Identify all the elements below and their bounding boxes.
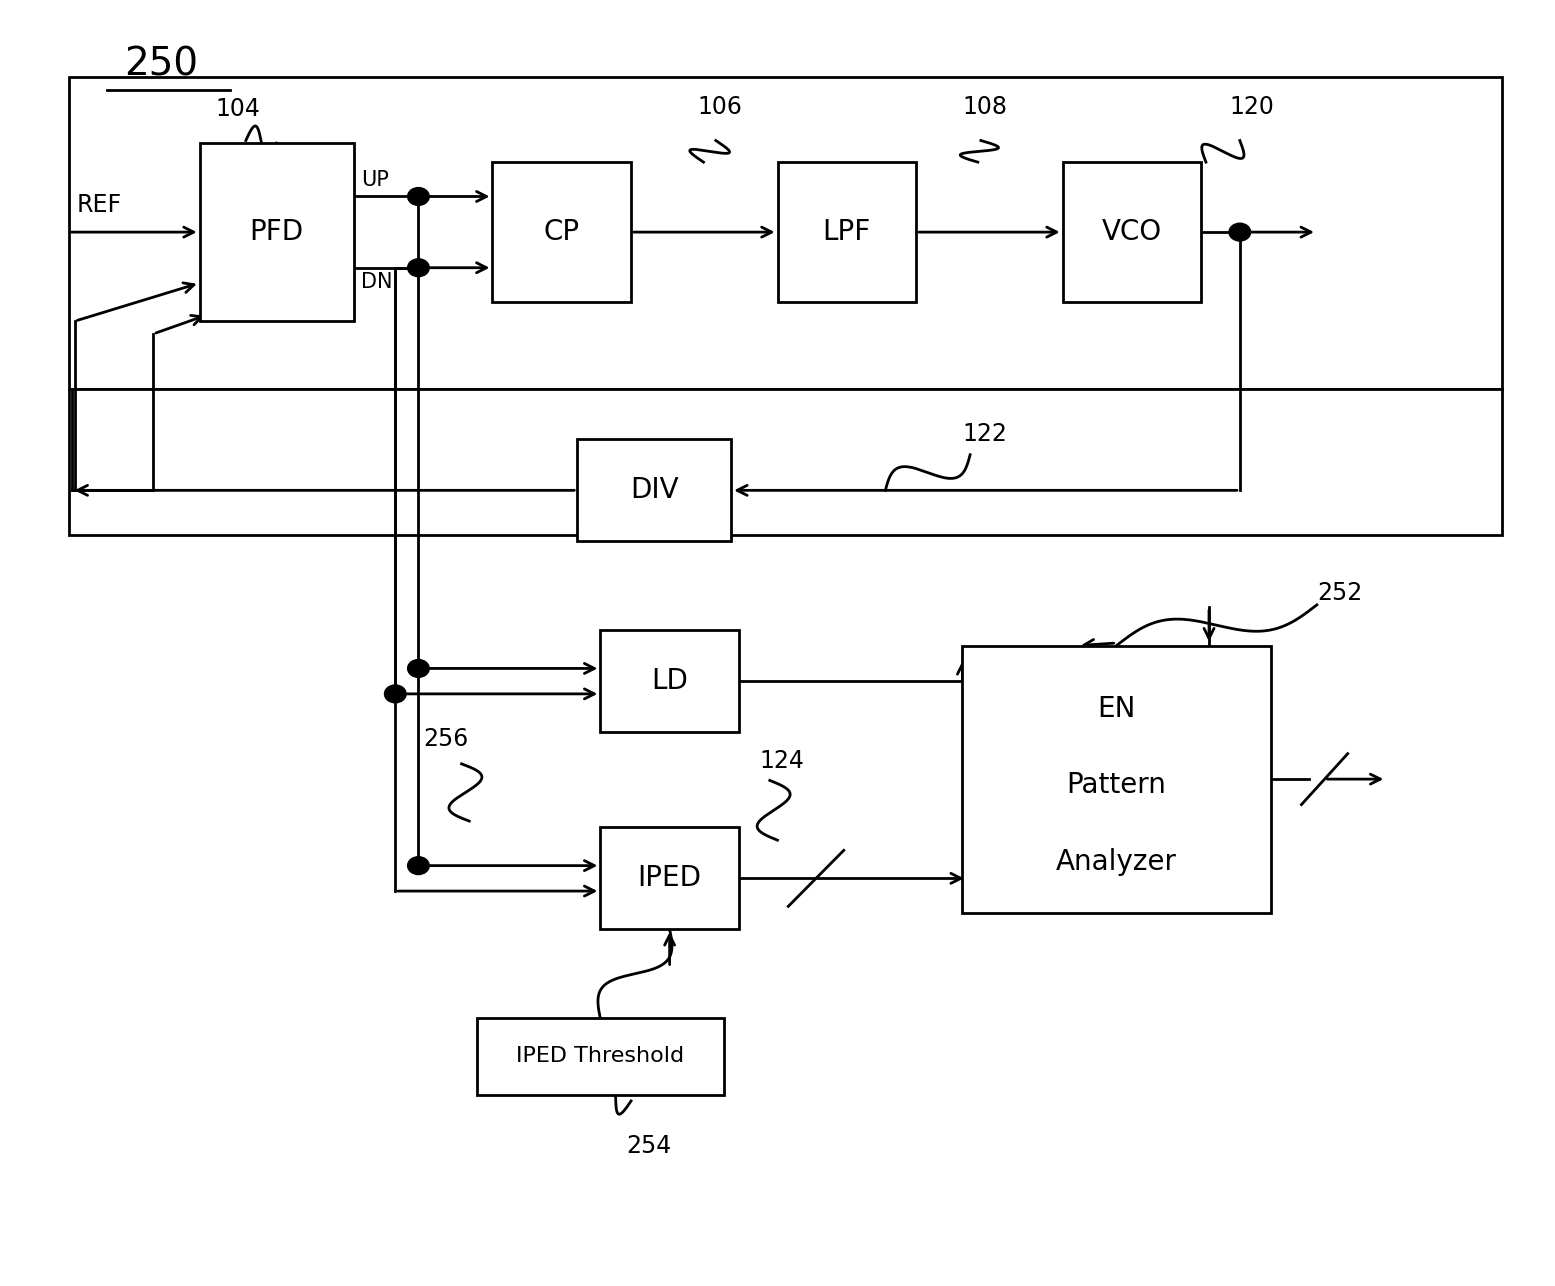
- Text: CP: CP: [544, 219, 580, 246]
- Bar: [493, 162, 631, 302]
- Circle shape: [407, 258, 429, 276]
- Circle shape: [407, 856, 429, 874]
- Text: 256: 256: [423, 727, 468, 751]
- Text: VCO: VCO: [1102, 219, 1162, 246]
- Text: 124: 124: [759, 748, 804, 773]
- Bar: [600, 827, 739, 930]
- Text: 252: 252: [1317, 581, 1362, 604]
- Text: 120: 120: [1228, 95, 1274, 118]
- Text: 254: 254: [627, 1134, 672, 1159]
- Bar: [68, 77, 1502, 388]
- Text: LD: LD: [652, 667, 687, 696]
- Text: DN: DN: [361, 271, 393, 292]
- Text: 108: 108: [963, 95, 1008, 118]
- Bar: [477, 1019, 723, 1094]
- Bar: [577, 440, 731, 541]
- Bar: [199, 143, 353, 322]
- Text: 106: 106: [697, 95, 742, 118]
- Bar: [778, 162, 916, 302]
- Text: Pattern: Pattern: [1067, 772, 1166, 800]
- Text: LPF: LPF: [823, 219, 871, 246]
- Text: IPED Threshold: IPED Threshold: [516, 1047, 684, 1066]
- Text: 104: 104: [215, 98, 260, 121]
- Text: PFD: PFD: [249, 219, 303, 246]
- Bar: [68, 388, 1502, 535]
- Text: 250: 250: [124, 45, 197, 84]
- Bar: [600, 630, 739, 732]
- Text: REF: REF: [76, 193, 121, 217]
- Bar: [963, 646, 1270, 913]
- Text: UP: UP: [361, 170, 389, 190]
- Circle shape: [407, 188, 429, 206]
- Text: EN: EN: [1098, 696, 1135, 723]
- Circle shape: [384, 685, 406, 702]
- Text: IPED: IPED: [638, 864, 701, 892]
- Circle shape: [1228, 224, 1250, 240]
- Circle shape: [407, 660, 429, 678]
- Text: 122: 122: [963, 422, 1008, 446]
- Text: Analyzer: Analyzer: [1056, 847, 1177, 876]
- Text: DIV: DIV: [630, 476, 678, 504]
- Bar: [1062, 162, 1202, 302]
